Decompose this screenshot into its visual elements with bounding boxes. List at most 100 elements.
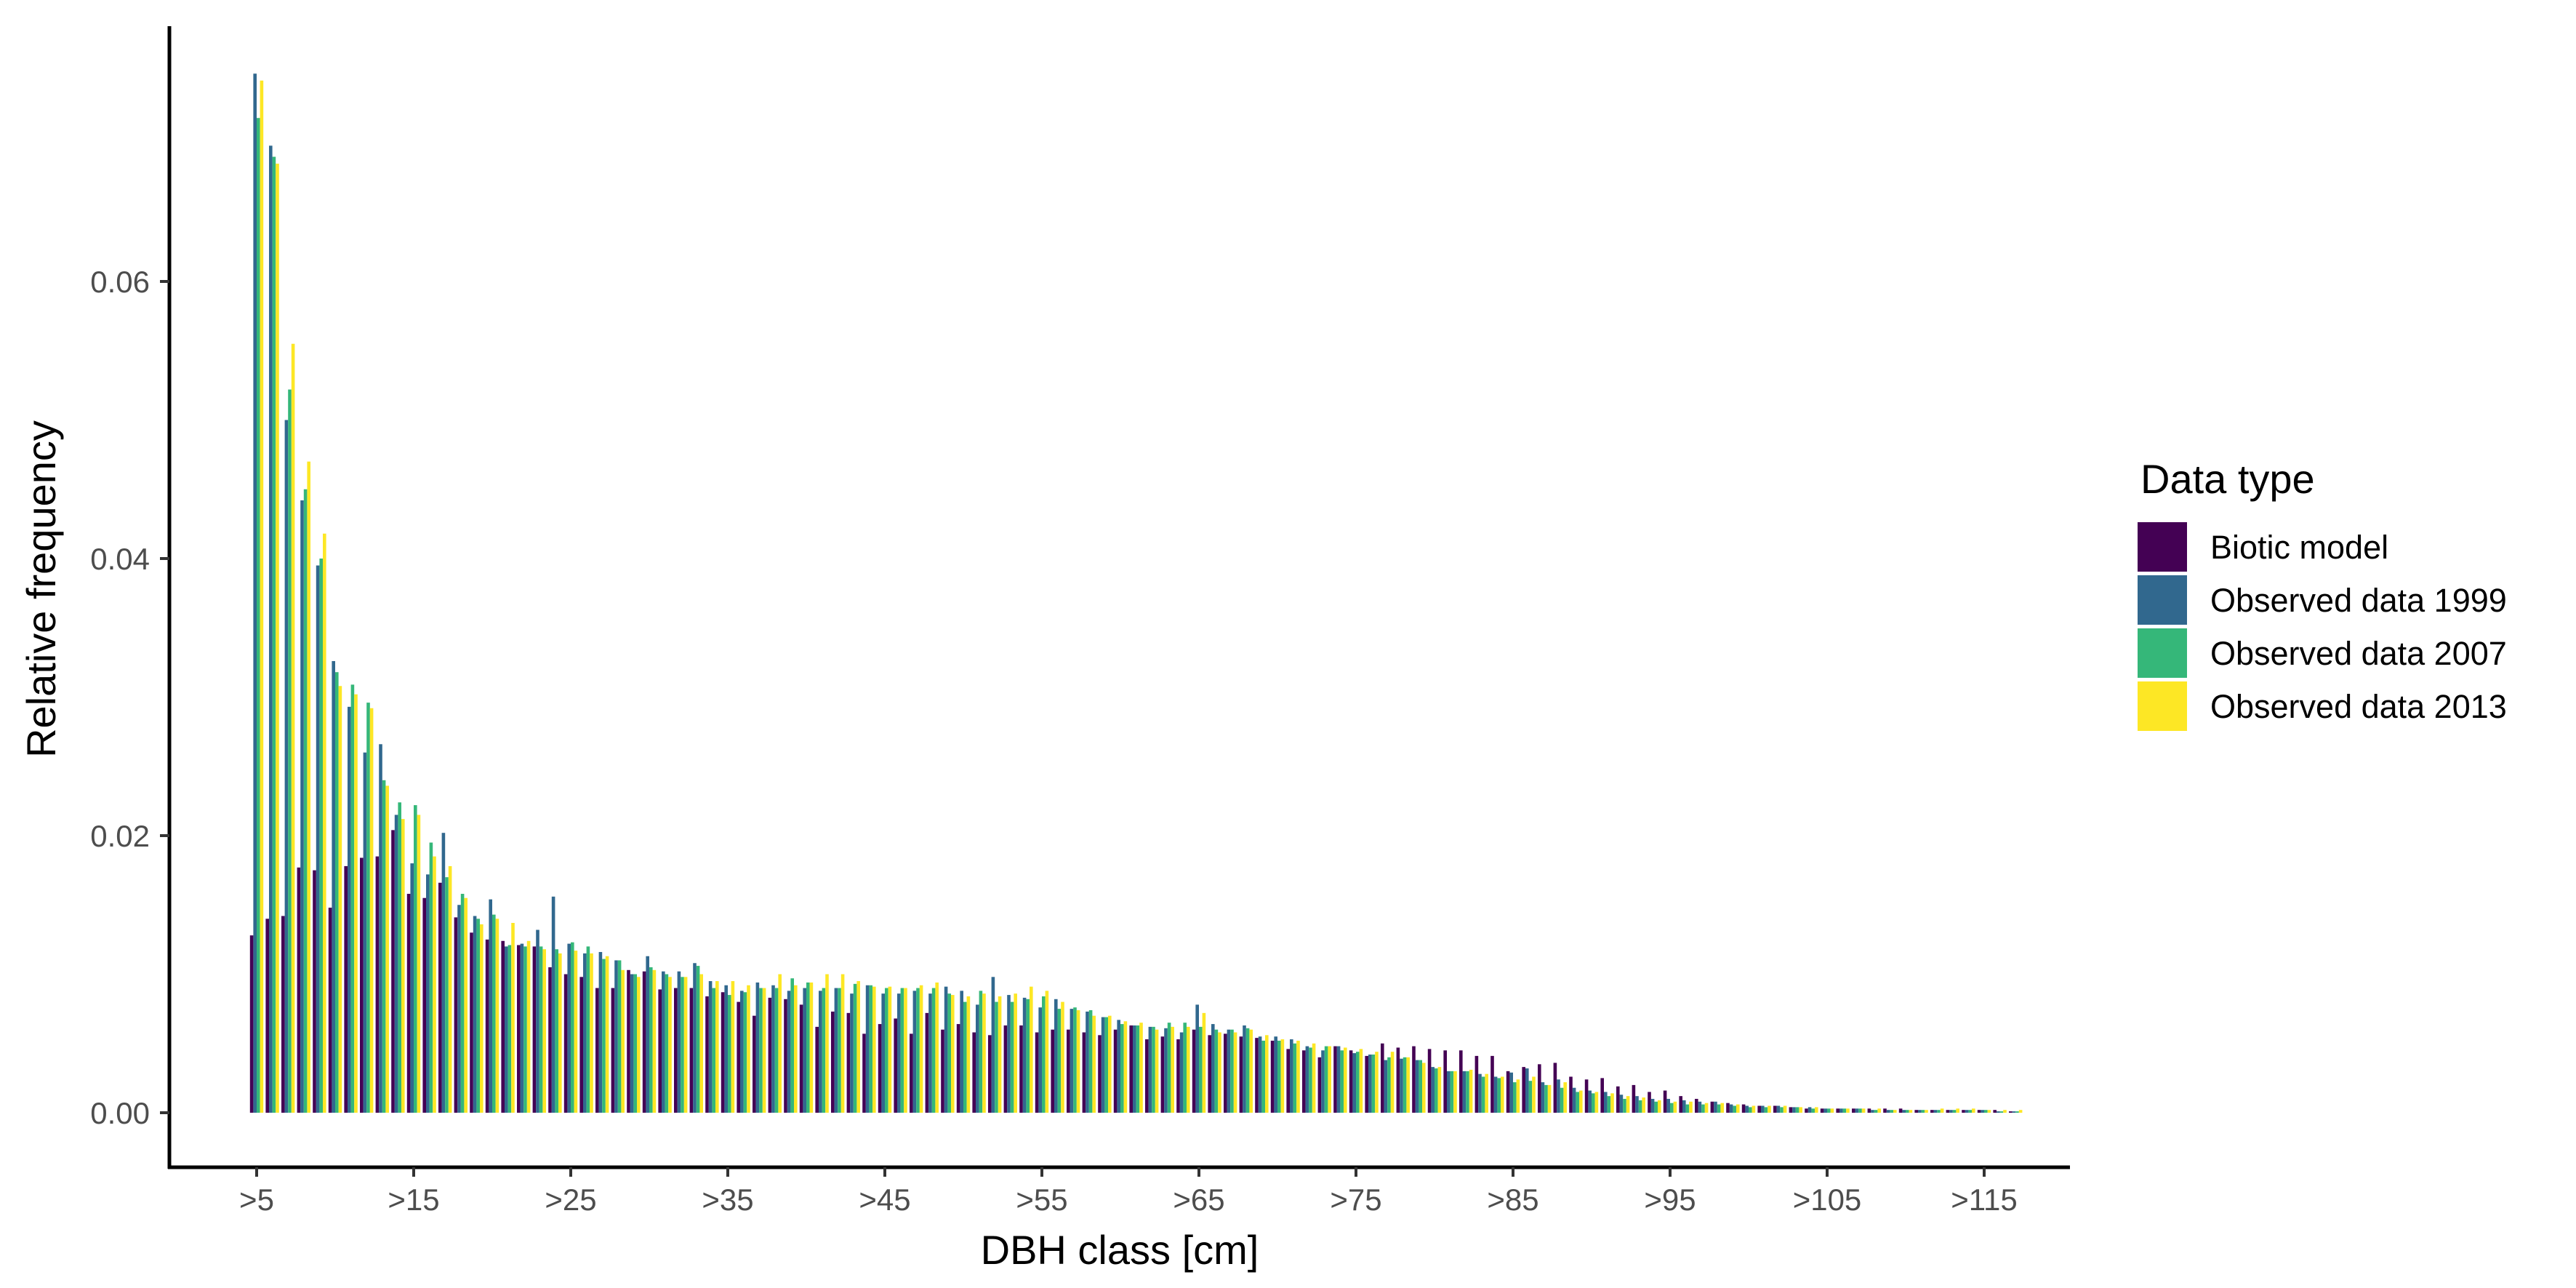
bar: [1396, 1047, 1400, 1113]
bar: [398, 802, 401, 1113]
bar: [1890, 1110, 1893, 1113]
bar: [1459, 1050, 1463, 1113]
bar: [1937, 1110, 1941, 1113]
bar: [696, 966, 700, 1113]
bar: [1563, 1082, 1567, 1113]
bar: [1877, 1108, 1881, 1113]
bar: [681, 977, 684, 1113]
bar: [1493, 1076, 1498, 1113]
bar: [1906, 1110, 1909, 1113]
bar: [1710, 1101, 1714, 1113]
bar: [1509, 1072, 1513, 1113]
bar: [1592, 1093, 1595, 1113]
bar: [1635, 1096, 1639, 1113]
bar: [457, 905, 461, 1113]
bar: [1478, 1073, 1482, 1113]
bar: [1371, 1054, 1376, 1113]
bar: [1054, 999, 1058, 1113]
bar: [1893, 1110, 1897, 1113]
bar: [1918, 1110, 1922, 1113]
bar: [979, 991, 983, 1113]
bar: [665, 974, 669, 1113]
bar: [1419, 1060, 1422, 1113]
bar: [1010, 1001, 1014, 1113]
bar: [571, 942, 574, 1113]
bar: [1195, 1004, 1199, 1113]
bar: [520, 943, 524, 1113]
bar: [1846, 1108, 1850, 1113]
bar: [1302, 1050, 1306, 1113]
bar: [360, 857, 364, 1113]
bar: [1129, 1025, 1133, 1113]
bar: [1987, 1110, 1991, 1113]
x-axis-title: DBH class [cm]: [981, 1227, 1259, 1273]
bar: [1312, 1043, 1316, 1113]
bar: [1698, 1101, 1702, 1113]
bar: [1073, 1007, 1077, 1113]
bar: [260, 80, 264, 1113]
bar: [1626, 1096, 1630, 1113]
bar: [394, 815, 398, 1113]
bar: [888, 986, 892, 1113]
bar: [1726, 1103, 1730, 1113]
bar: [328, 908, 332, 1113]
bar: [1030, 986, 1033, 1113]
bar: [982, 993, 986, 1113]
legend-label: Observed data 1999: [2210, 582, 2507, 619]
bar: [850, 993, 854, 1113]
bar: [1572, 1087, 1576, 1113]
bar: [840, 974, 845, 1113]
bar: [1909, 1110, 1913, 1113]
bar: [715, 981, 719, 1113]
bar: [1435, 1068, 1438, 1113]
bar: [441, 833, 446, 1113]
bar: [410, 863, 414, 1113]
bar: [291, 343, 295, 1113]
bar: [438, 882, 442, 1113]
y-tick-label: 0.06: [90, 265, 150, 299]
bar: [1349, 1050, 1353, 1113]
bar: [1183, 1023, 1187, 1113]
y-ticks: 0.00 0.02 0.04 0.06: [90, 265, 169, 1130]
bar: [951, 995, 955, 1113]
bar: [747, 985, 750, 1113]
bar: [426, 874, 430, 1113]
bar: [303, 489, 308, 1113]
bar: [354, 694, 358, 1113]
bar: [960, 991, 963, 1113]
bar: [257, 118, 260, 1113]
bar: [401, 819, 405, 1113]
bar: [724, 985, 728, 1113]
bar: [1167, 1023, 1171, 1113]
bar: [1390, 1052, 1395, 1113]
bar: [414, 805, 417, 1113]
bar: [1623, 1098, 1626, 1113]
bar: [972, 1032, 976, 1113]
bar: [931, 988, 936, 1113]
bar: [633, 974, 637, 1113]
bar: [1717, 1104, 1721, 1113]
x-tick-label: >5: [239, 1183, 274, 1217]
bar: [627, 969, 630, 1113]
bar: [1450, 1071, 1454, 1113]
bar: [611, 988, 615, 1113]
bar: [1403, 1057, 1407, 1113]
bar: [470, 932, 473, 1113]
bars-layer: [249, 73, 2023, 1113]
bar: [1490, 1055, 1494, 1113]
bar: [881, 993, 885, 1113]
bar: [1324, 1046, 1328, 1113]
x-tick-label: >65: [1173, 1183, 1224, 1217]
bar: [1274, 1036, 1277, 1113]
bar: [526, 940, 531, 1113]
bar: [1886, 1110, 1890, 1113]
bar: [272, 156, 276, 1113]
bar: [385, 785, 389, 1113]
bar: [699, 974, 703, 1113]
bar: [1933, 1110, 1938, 1113]
bar: [1972, 1108, 1975, 1113]
bar: [649, 967, 653, 1113]
bar: [1155, 1029, 1159, 1113]
bar: [1757, 1105, 1761, 1113]
bar: [1984, 1110, 1988, 1113]
